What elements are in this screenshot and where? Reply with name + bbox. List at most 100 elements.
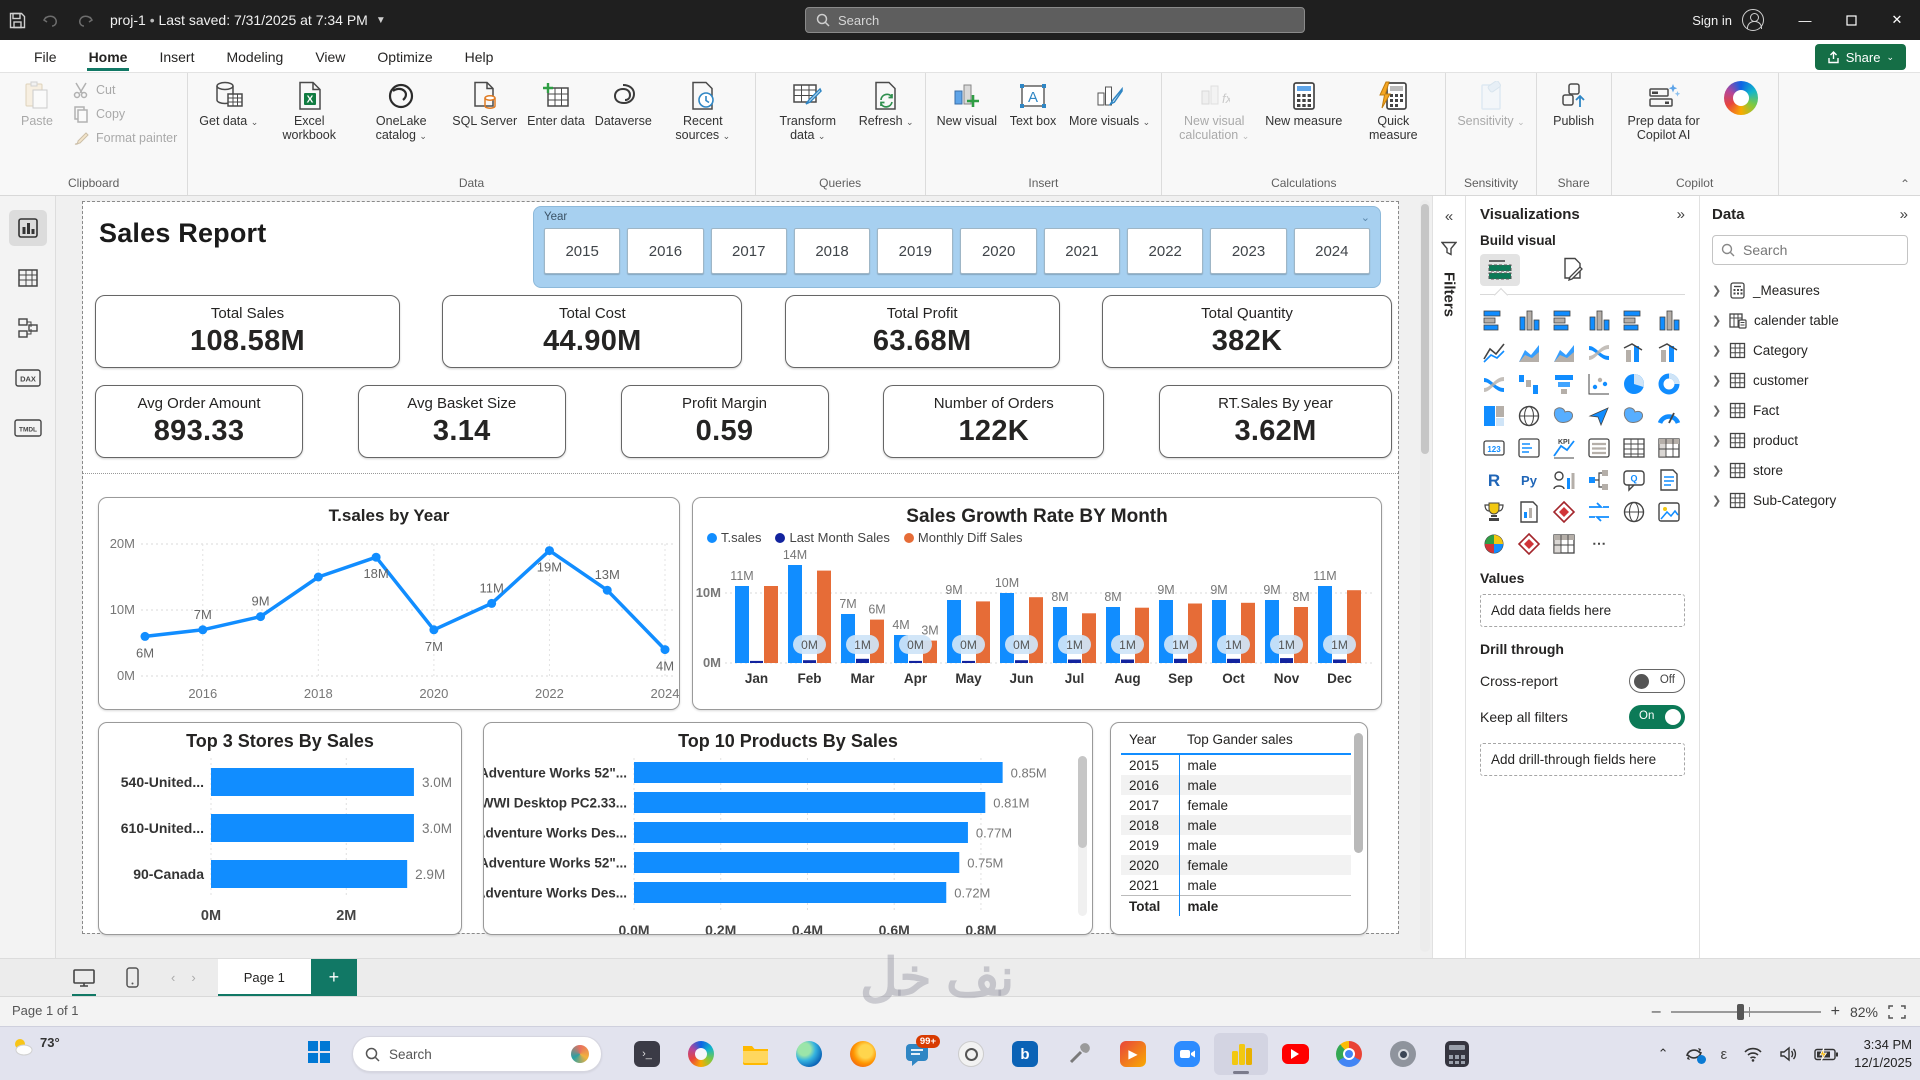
document-title[interactable]: proj-1 • Last saved: 7/31/2025 at 7:34 P… (110, 12, 368, 28)
taskbar-app-calculator-icon[interactable] (1430, 1033, 1484, 1075)
table-row[interactable]: 2020 female (1121, 855, 1351, 875)
expand-chevron-icon[interactable]: ❯ (1712, 374, 1722, 387)
taskbar-app-firefox-icon[interactable] (836, 1033, 890, 1075)
gender-table-visual[interactable]: Year Top Gander sales 2015 male 2016 male 2017… (1110, 722, 1368, 935)
table-scrollbar[interactable] (1354, 733, 1363, 903)
data-table-calender-table[interactable]: ❯ calender table (1712, 312, 1839, 329)
desktop-layout-icon[interactable] (62, 959, 106, 997)
menu-tab-insert[interactable]: Insert (159, 48, 195, 65)
more-visuals-button[interactable]: More visuals ⌄ (1064, 77, 1155, 130)
report-title[interactable]: Sales Report (99, 218, 267, 248)
title-dropdown-caret[interactable]: ▼ (375, 14, 386, 26)
multi-row-card-icon[interactable] (1515, 435, 1542, 460)
year-slicer-button-2021[interactable]: 2021 (1043, 228, 1121, 274)
100-stacked-bar-chart-icon[interactable] (1550, 307, 1577, 332)
menu-tab-modeling[interactable]: Modeling (226, 48, 284, 65)
close-button[interactable]: ✕ (1891, 12, 1903, 27)
expand-filters-icon[interactable]: « (1444, 208, 1454, 225)
data-table-fact[interactable]: ❯ Fact (1712, 402, 1780, 418)
get-data-button[interactable]: Get data ⌄ (194, 77, 263, 130)
taskbar-app-multimedia-icon[interactable]: ▶ (1106, 1033, 1160, 1075)
collapse-ribbon-icon[interactable]: ⌃ (1899, 177, 1910, 191)
kpi-card[interactable]: Total Profit 63.68M (784, 295, 1060, 368)
volume-icon[interactable] (1779, 1046, 1798, 1062)
save-icon[interactable] (0, 0, 34, 40)
slicer-icon[interactable] (1585, 435, 1612, 460)
r-script-visual-icon[interactable]: R (1480, 467, 1507, 492)
menu-tab-file[interactable]: File (34, 48, 57, 65)
share-button[interactable]: Share ⌄ (1814, 44, 1906, 70)
dax-query-view-icon[interactable]: DAX (9, 360, 47, 396)
fit-to-page-icon[interactable] (1888, 1005, 1906, 1019)
ribbon-chart-icon[interactable] (1585, 339, 1612, 364)
metrics-icon[interactable] (1480, 499, 1507, 524)
data-table--measures[interactable]: ❯ _Measures (1712, 281, 1820, 299)
copilot-logo-button[interactable] (1710, 77, 1772, 120)
table-row[interactable]: 2021 male (1121, 875, 1351, 896)
add-data-fields-dropzone[interactable]: Add data fields here (1480, 594, 1685, 627)
table-row[interactable]: 2018 male (1121, 815, 1351, 835)
100-stacked-column-chart-icon[interactable] (1656, 307, 1683, 332)
data-table-customer[interactable]: ❯ customer (1712, 372, 1809, 388)
line-chart-visual[interactable]: T.sales by Year 2016 2018 2020 2022 2024 0M 10… (98, 497, 680, 710)
kpi-card[interactable]: Total Sales 108.58M (95, 295, 400, 368)
menu-tab-optimize[interactable]: Optimize (377, 48, 433, 65)
paginated-report-icon[interactable] (1515, 499, 1542, 524)
kpi-card[interactable]: RT.Sales By year 3.62M (1159, 385, 1392, 458)
funnel-chart-icon[interactable] (1550, 371, 1577, 396)
zoom-in-button[interactable]: + (1830, 1003, 1840, 1020)
card-icon[interactable]: 123 (1480, 435, 1507, 460)
expand-chevron-icon[interactable]: ❯ (1712, 344, 1722, 357)
expand-chevron-icon[interactable]: ❯ (1712, 464, 1722, 477)
prep-data-for-copilot-ai-button[interactable]: Prep data for Copilot AI (1618, 77, 1710, 144)
year-slicer[interactable]: Year ⌄ 2015 2016 2017 2018 2019 2020 2021 2022 2… (533, 206, 1381, 288)
year-slicer-button-2020[interactable]: 2020 (960, 228, 1037, 274)
year-slicer-button-2018[interactable]: 2018 (793, 228, 871, 274)
gauge-icon[interactable] (1656, 403, 1683, 428)
key-influencers-icon[interactable] (1550, 467, 1577, 492)
sql-server-button[interactable]: SQL Server (447, 77, 522, 130)
more-options-icon[interactable]: ⋯ (1585, 531, 1612, 556)
stream-chart-icon[interactable] (1480, 371, 1507, 396)
build-visual-tab[interactable] (1480, 254, 1520, 286)
battery-icon[interactable] (1814, 1047, 1839, 1061)
table-column-header[interactable]: Year (1121, 729, 1179, 755)
language-indicator[interactable]: ε (1720, 1045, 1728, 1063)
new-visual-button[interactable]: New visual (932, 77, 1002, 130)
refresh-button[interactable]: Refresh ⌄ (854, 77, 919, 130)
next-page-arrow[interactable]: › (191, 970, 196, 985)
year-slicer-button-2024[interactable]: 2024 (1293, 228, 1370, 274)
weather-widget[interactable]: 73° (10, 1035, 60, 1059)
map-icon[interactable] (1515, 403, 1542, 428)
clustered-bar-chart-icon[interactable] (1621, 307, 1648, 332)
cross-report-toggle[interactable]: Off (1629, 669, 1685, 693)
waterfall-chart-icon[interactable] (1515, 371, 1542, 396)
stacked-area-chart-icon[interactable] (1550, 339, 1577, 364)
filters-pane-label[interactable]: Filters (1440, 272, 1458, 318)
keep-all-filters-toggle[interactable]: On (1629, 705, 1685, 729)
top-stores-bar-visual[interactable]: Top 3 Stores By Sales 0M 2M 540-United... 3… (98, 722, 462, 935)
report-page[interactable]: Sales Report Year ⌄ 2015 2016 2017 2018 2019… (82, 201, 1399, 935)
report-view-icon[interactable] (8, 210, 47, 246)
table-icon[interactable] (1621, 435, 1648, 460)
year-slicer-button-2015[interactable]: 2015 (544, 228, 621, 274)
sync-status-icon[interactable] (1684, 1045, 1707, 1064)
legend-item[interactable]: Last Month Sales (775, 530, 890, 545)
azure-map-icon[interactable] (1585, 403, 1612, 428)
line-chart-icon[interactable] (1480, 339, 1507, 364)
wifi-icon[interactable] (1743, 1047, 1763, 1062)
mobile-layout-icon[interactable] (116, 959, 149, 997)
scatter-chart-icon[interactable] (1585, 371, 1612, 396)
year-slicer-button-2016[interactable]: 2016 (627, 228, 704, 274)
year-slicer-button-2019[interactable]: 2019 (877, 228, 954, 274)
qa-visual-icon[interactable]: Q (1621, 467, 1648, 492)
taskbar-app-zoom-icon[interactable] (1160, 1033, 1214, 1075)
donut-chart-icon[interactable] (1656, 371, 1683, 396)
new-page-button[interactable]: + (310, 958, 357, 997)
top-products-bar-visual[interactable]: Top 10 Products By Sales 0.0M 0.2M 0.4M 0.6… (483, 722, 1093, 935)
filled-map-icon[interactable] (1550, 403, 1577, 428)
tray-chevron-icon[interactable]: ⌃ (1657, 1046, 1669, 1061)
expand-chevron-icon[interactable]: ❯ (1712, 434, 1722, 447)
dataverse-button[interactable]: Dataverse (590, 77, 657, 130)
publish-button[interactable]: Publish (1543, 77, 1605, 130)
